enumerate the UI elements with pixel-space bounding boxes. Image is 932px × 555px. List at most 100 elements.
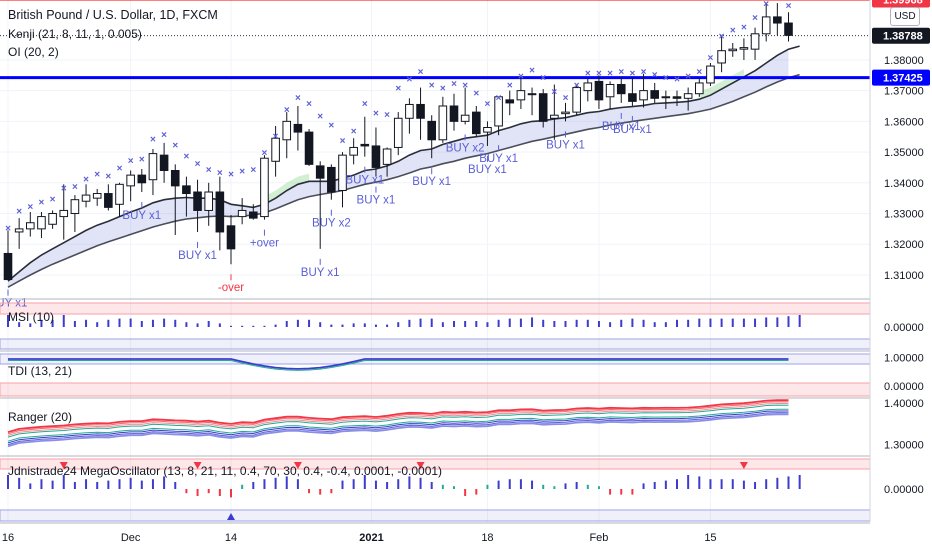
- annotation-label: BUY x1: [468, 164, 507, 176]
- candle-down: [315, 165, 325, 179]
- indicator-legend-oi: OI (20, 2): [8, 45, 59, 59]
- mega-sell-triangle: [739, 462, 748, 469]
- signal-x-marker: ×: [105, 171, 111, 182]
- candle-up: [70, 199, 80, 215]
- candle-down: [226, 225, 236, 250]
- signal-x-marker: ×: [629, 68, 635, 79]
- signal-x-marker: ×: [217, 168, 223, 179]
- candle-up: [527, 93, 537, 96]
- signal-x-marker: ×: [585, 68, 591, 79]
- signal-x-marker: ×: [27, 202, 33, 213]
- tdi-lower-zone: [0, 382, 871, 397]
- band-fill: [8, 49, 789, 288]
- candle-up: [761, 16, 771, 35]
- candle-down: [538, 93, 548, 122]
- signal-x-marker: ×: [295, 93, 301, 104]
- x-tick-label: Dec: [121, 532, 141, 544]
- candle-up: [81, 194, 91, 202]
- pane-title-tdi: TDI (13, 21): [8, 364, 73, 378]
- price-label-text: 1.37425: [883, 73, 923, 85]
- signal-x-marker: ×: [607, 68, 613, 79]
- signal-x-marker: ×: [663, 73, 669, 84]
- signal-x-marker: ×: [250, 165, 256, 176]
- candle-down: [3, 252, 13, 281]
- signal-x-marker: ×: [362, 99, 368, 110]
- band-slow-line: [7, 73, 800, 288]
- ranger-line: [7, 401, 789, 435]
- y-tick-label: 1.37000: [884, 86, 924, 98]
- candle-up: [483, 126, 492, 133]
- signal-x-marker: ×: [563, 93, 569, 104]
- signal-x-marker: ×: [485, 99, 491, 110]
- y-tick-label: 1.36000: [884, 116, 924, 128]
- candle-down: [193, 191, 202, 211]
- price-label-text: 1.39968: [883, 0, 923, 6]
- annotation-label: BUY x2: [446, 142, 485, 154]
- candle-up: [438, 105, 448, 141]
- price-label-text: 1.38788: [883, 31, 923, 43]
- mega-sell-triangle: [416, 462, 425, 469]
- signal-x-marker: ×: [685, 71, 691, 82]
- candle-down: [360, 143, 370, 147]
- candle-up: [92, 193, 102, 199]
- candle-down: [249, 211, 258, 219]
- candle-up: [37, 216, 46, 230]
- signal-x-marker: ×: [429, 81, 435, 92]
- ranger-line: [7, 413, 789, 448]
- annotation-label: BUY x1: [357, 195, 396, 207]
- annotation-label: BUY x1: [412, 176, 451, 188]
- x-tick-label: 2021: [359, 532, 383, 544]
- signal-x-marker: ×: [696, 67, 702, 78]
- signal-x-marker: ×: [395, 84, 401, 95]
- chart-title: British Pound / U.S. Dollar, 1D, FXCM: [8, 8, 218, 22]
- candle-up: [237, 209, 247, 218]
- ranger-line: [7, 412, 789, 446]
- ranger-line: [7, 403, 789, 436]
- signal-x-marker: ×: [306, 99, 312, 110]
- candle-up: [683, 93, 693, 99]
- signal-x-marker: ×: [206, 165, 212, 176]
- candle-up: [494, 96, 503, 127]
- candle-down: [505, 99, 515, 104]
- candle-down: [427, 120, 436, 141]
- price-label-box: [872, 0, 930, 8]
- mega-lower-zone: [0, 509, 871, 522]
- signal-x-marker: ×: [228, 170, 234, 181]
- annotation-label: BUY x1: [613, 124, 652, 136]
- candle-down: [215, 191, 225, 233]
- annotation-label: BUY x1: [546, 139, 585, 151]
- price-axis-bg: [870, 0, 932, 550]
- candle-down: [104, 193, 113, 208]
- band-fast-line: [7, 45, 800, 282]
- candle-down: [628, 93, 637, 102]
- annotation-label: BUY x1: [301, 267, 340, 279]
- x-tick-label: 15: [704, 532, 716, 544]
- signal-x-marker: ×: [774, 0, 780, 3]
- candle-up: [148, 153, 158, 181]
- candle-up: [48, 213, 57, 225]
- currency-button[interactable]: USD: [890, 7, 920, 26]
- signal-x-marker: ×: [540, 73, 546, 84]
- signal-x-marker: ×: [451, 79, 457, 90]
- signal-x-marker: ×: [652, 70, 658, 81]
- x-tick-label: 16: [2, 532, 14, 544]
- signal-x-marker: ×: [529, 65, 535, 76]
- signal-x-marker: ×: [273, 131, 279, 142]
- candle-down: [327, 166, 336, 193]
- msi-oversold-zone: [0, 338, 871, 350]
- signal-x-marker: ×: [239, 167, 245, 178]
- signal-x-marker: ×: [418, 67, 424, 78]
- candle-up: [728, 48, 738, 52]
- signal-x-marker: ×: [139, 154, 145, 165]
- signal-x-marker: ×: [641, 67, 647, 78]
- signal-x-marker: ×: [786, 1, 792, 12]
- ranger-line: [7, 404, 789, 438]
- annotation-label: BUY x2: [312, 218, 351, 230]
- candle-down: [594, 80, 604, 101]
- signal-x-marker: ×: [384, 110, 390, 121]
- signal-x-marker: ×: [340, 136, 346, 147]
- annotation-label: BUY x1: [122, 210, 161, 222]
